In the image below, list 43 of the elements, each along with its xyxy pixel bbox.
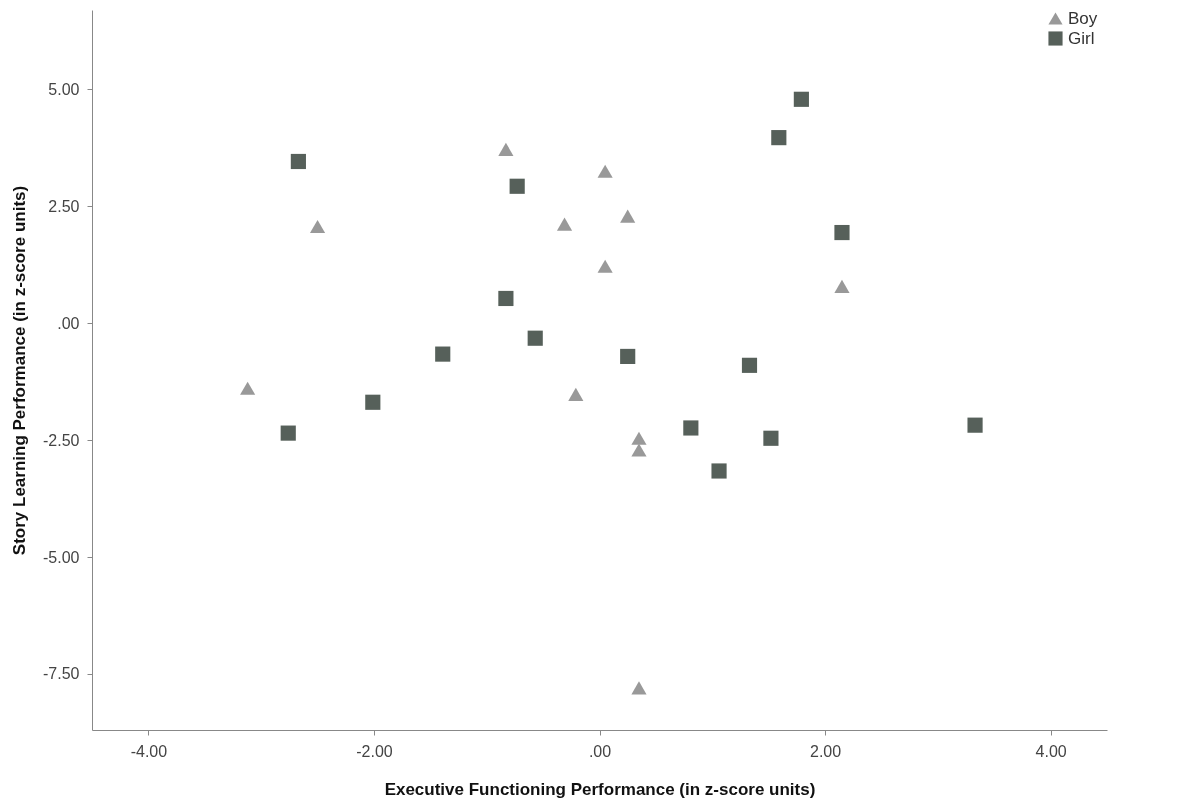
point [568, 387, 584, 401]
x-tick-label: -2.00 [356, 742, 393, 760]
point [793, 91, 809, 107]
y-tick-label: 2.50 [48, 197, 80, 215]
point [763, 430, 779, 446]
x-tick-label: .00 [588, 742, 612, 760]
y-tick-label: 5.00 [48, 80, 80, 98]
x-tick-label: -4.00 [130, 742, 168, 760]
y-tick-label: -5.00 [43, 548, 80, 566]
point [631, 681, 647, 695]
x-tick-label: 4.00 [1035, 742, 1067, 760]
point [771, 130, 787, 146]
x-tick-label: 2.00 [809, 742, 842, 760]
point [834, 279, 850, 293]
point [597, 259, 613, 273]
point [620, 209, 636, 223]
point [527, 330, 543, 346]
point [620, 348, 636, 365]
point [711, 463, 727, 479]
point [290, 153, 306, 170]
y-tick-label: -7.50 [43, 665, 80, 683]
point [834, 224, 850, 241]
point [631, 431, 647, 445]
y-tick-label: .00 [57, 314, 80, 332]
point [280, 425, 296, 441]
point [498, 290, 514, 307]
point [683, 420, 699, 436]
y-axis-title: Story Learning Performance (in z-score units) [10, 185, 30, 556]
legend-label: Boy [1068, 8, 1098, 28]
point [556, 217, 573, 231]
point [631, 443, 647, 457]
y-tick-label: -2.50 [43, 431, 80, 449]
legend-label: Girl [1068, 28, 1095, 48]
point [741, 357, 758, 373]
point [309, 219, 326, 234]
point [365, 394, 381, 410]
point [240, 381, 256, 395]
point [435, 346, 451, 362]
point [498, 142, 514, 156]
x-axis-title: Executive Functioning Performance (in z-score units) [384, 779, 816, 799]
point [967, 417, 983, 433]
point [597, 164, 613, 178]
point [509, 178, 525, 194]
